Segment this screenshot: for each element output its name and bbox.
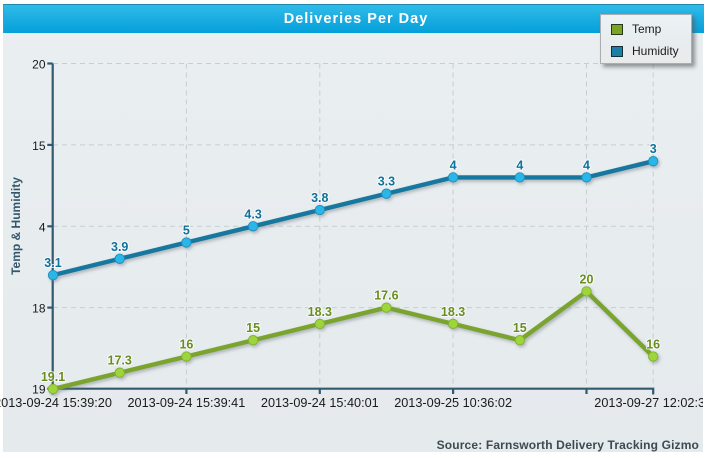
svg-text:4: 4 bbox=[516, 158, 523, 172]
svg-text:15: 15 bbox=[513, 321, 527, 335]
svg-text:3.3: 3.3 bbox=[378, 175, 395, 189]
svg-text:17.3: 17.3 bbox=[108, 354, 132, 368]
svg-text:16: 16 bbox=[646, 338, 660, 352]
svg-text:3.8: 3.8 bbox=[311, 191, 328, 205]
svg-text:18.3: 18.3 bbox=[308, 305, 332, 319]
svg-text:4: 4 bbox=[39, 220, 46, 234]
svg-text:18.3: 18.3 bbox=[441, 305, 465, 319]
svg-text:2013-09-24 15:40:01: 2013-09-24 15:40:01 bbox=[261, 396, 379, 410]
svg-text:3: 3 bbox=[650, 142, 657, 156]
svg-text:4: 4 bbox=[583, 158, 590, 172]
svg-text:Temp & Humidity: Temp & Humidity bbox=[9, 177, 23, 275]
svg-text:20: 20 bbox=[580, 272, 594, 286]
svg-text:16: 16 bbox=[179, 338, 193, 352]
svg-text:20: 20 bbox=[32, 58, 46, 72]
svg-text:3.9: 3.9 bbox=[111, 240, 128, 254]
svg-text:4: 4 bbox=[450, 158, 457, 172]
svg-text:19.1: 19.1 bbox=[41, 370, 65, 384]
svg-text:3.1: 3.1 bbox=[44, 256, 61, 270]
svg-text:19: 19 bbox=[32, 383, 46, 397]
svg-text:18: 18 bbox=[32, 302, 46, 316]
svg-text:17.6: 17.6 bbox=[374, 289, 398, 303]
svg-text:5: 5 bbox=[183, 224, 190, 238]
svg-text:2013-09-25 10:36:02: 2013-09-25 10:36:02 bbox=[394, 396, 512, 410]
svg-text:15: 15 bbox=[32, 139, 46, 153]
svg-text:15: 15 bbox=[246, 321, 260, 335]
svg-text:2013-09-27 12:02:31: 2013-09-27 12:02:31 bbox=[594, 396, 703, 410]
svg-text:2013-09-24 15:39:41: 2013-09-24 15:39:41 bbox=[127, 396, 245, 410]
svg-text:4.3: 4.3 bbox=[244, 207, 261, 221]
svg-text:2013-09-24 15:39:20: 2013-09-24 15:39:20 bbox=[0, 396, 112, 410]
